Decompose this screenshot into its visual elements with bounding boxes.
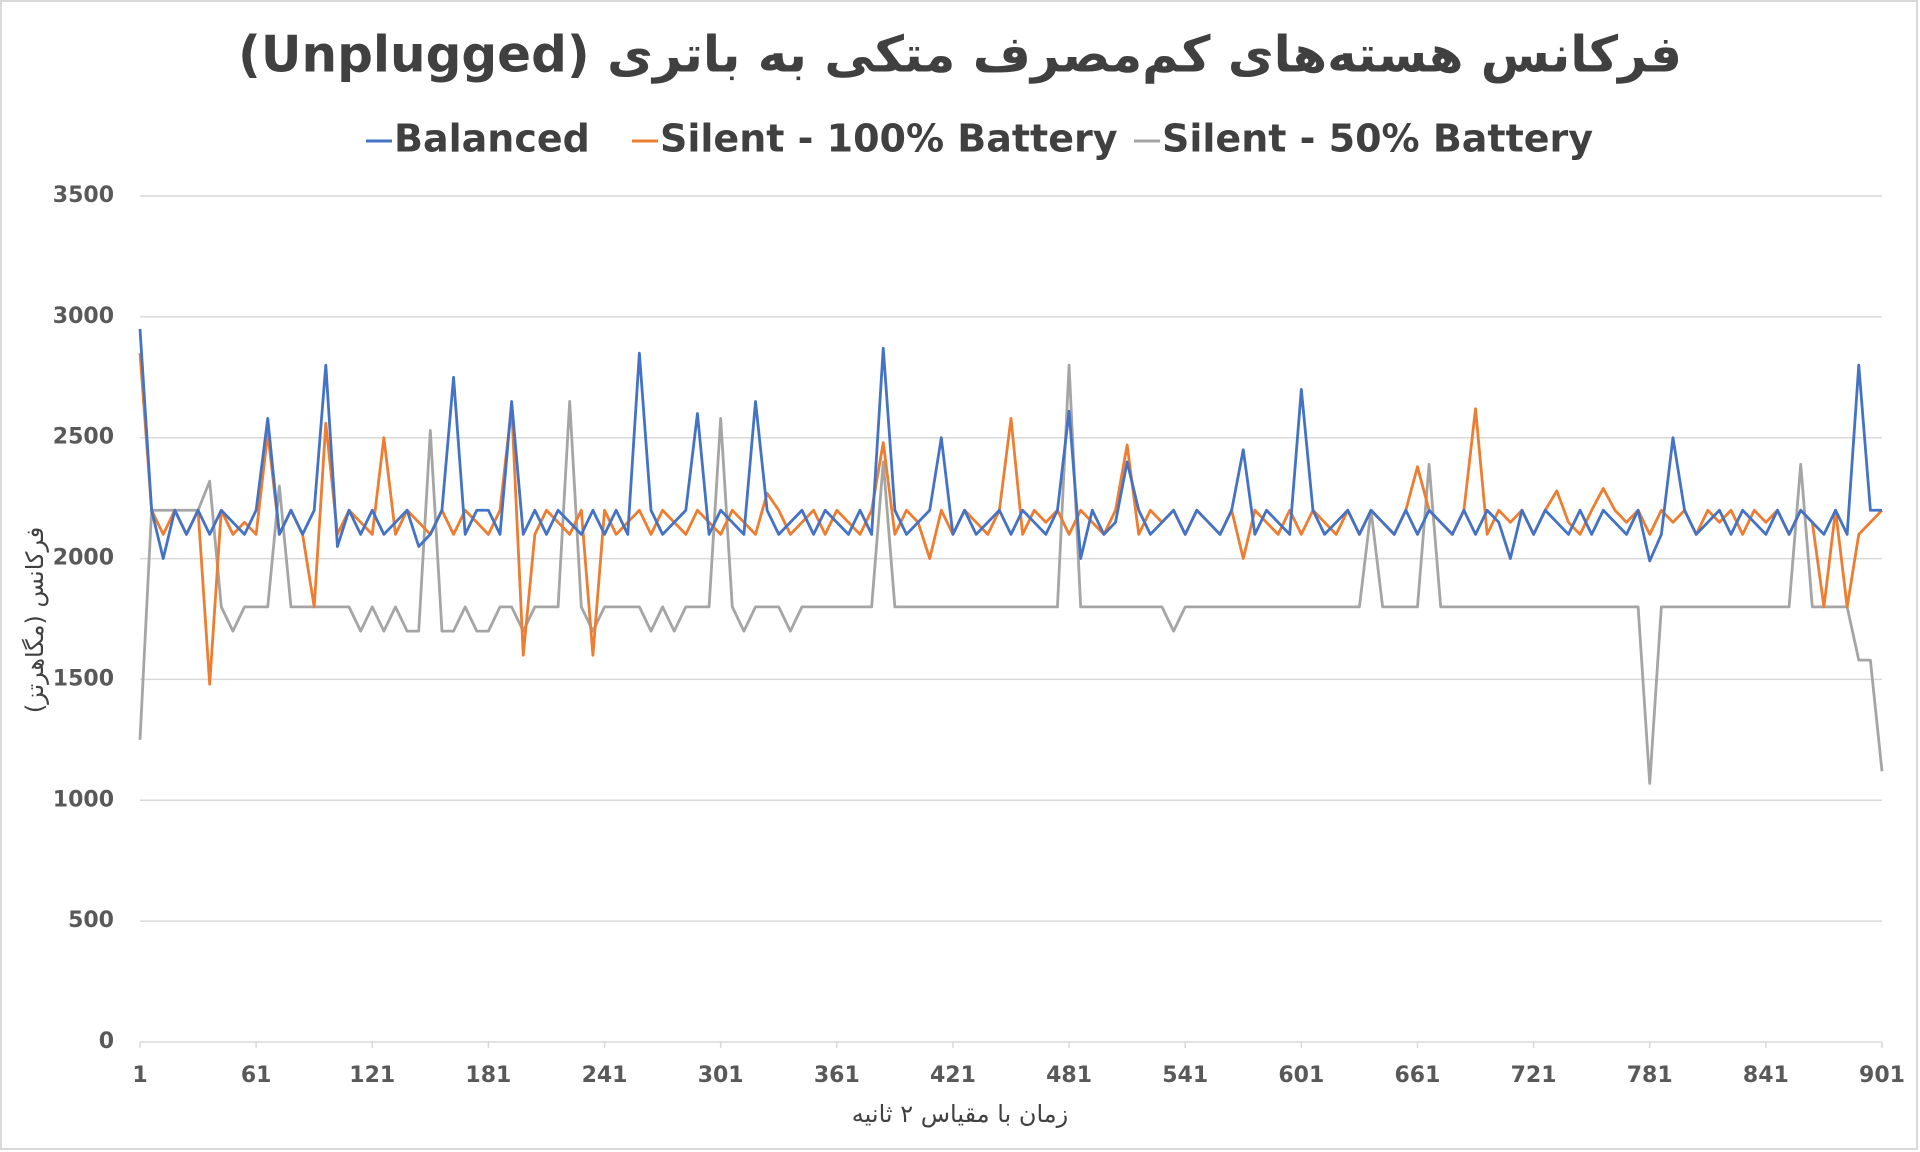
y-tick-label: 1000 [53,787,114,812]
x-tick-label: 541 [1162,1063,1208,1088]
data-line [138,363,1884,785]
x-tick-label: 901 [1859,1063,1905,1088]
x-tick-label: 1 [132,1063,147,1088]
data-line [138,328,1882,563]
y-tick-label: 2500 [53,425,114,450]
x-tick-label: 361 [814,1063,860,1088]
x-tick-label: 181 [465,1063,511,1088]
y-tick-label: 0 [99,1029,114,1054]
x-tick-label: 601 [1278,1063,1324,1088]
x-tick-label: 301 [698,1063,744,1088]
y-tick-label: 500 [68,908,114,933]
x-tick-label: 781 [1627,1063,1673,1088]
x-tick-label: 121 [349,1063,395,1088]
y-tick-label: 3500 [53,183,114,208]
y-tick-label: 2000 [53,546,114,571]
x-axis-title: زمان با مقیاس ۲ ثانیه [852,1100,1068,1128]
x-tick-label: 421 [930,1063,976,1088]
chart-title: فرکانس هسته‌های کم‌مصرف متکی به باتری (U… [238,26,1682,85]
x-tick-label: 841 [1743,1063,1789,1088]
y-tick-label: 1500 [53,666,114,691]
legend-label: Balanced [394,117,590,161]
x-tick-label: 61 [241,1063,272,1088]
x-tick-label: 241 [582,1063,628,1088]
legend-label: Silent - 100% Battery [660,117,1118,161]
x-tick-label: 481 [1046,1063,1092,1088]
y-tick-label: 3000 [53,304,114,329]
x-tick-label: 661 [1394,1063,1440,1088]
x-tick-label: 721 [1511,1063,1557,1088]
legend-label: Silent - 50% Battery [1162,117,1593,161]
y-axis-title: فرکانس (مگاهرتز) [21,527,49,713]
